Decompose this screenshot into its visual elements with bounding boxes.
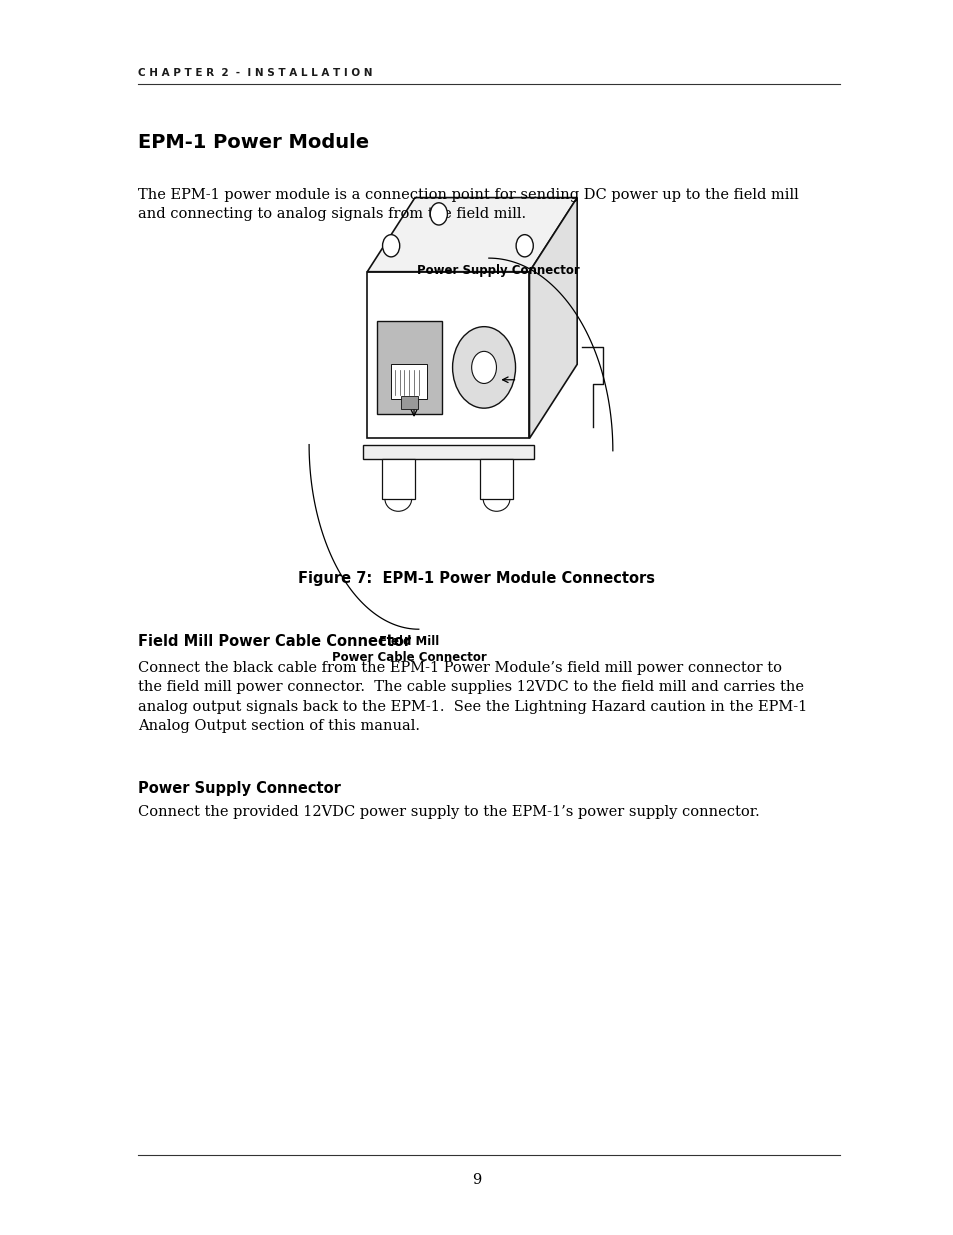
FancyBboxPatch shape	[367, 272, 529, 438]
Text: Field Mill
Power Cable Connector: Field Mill Power Cable Connector	[332, 636, 486, 664]
FancyBboxPatch shape	[479, 459, 513, 499]
FancyBboxPatch shape	[362, 445, 534, 459]
FancyBboxPatch shape	[391, 364, 427, 399]
Circle shape	[516, 235, 533, 257]
Text: Connect the black cable from the EPM-1 Power Module’s field mill power connector: Connect the black cable from the EPM-1 P…	[138, 661, 807, 734]
Circle shape	[471, 352, 496, 383]
Text: The EPM-1 power module is a connection point for sending DC power up to the fiel: The EPM-1 power module is a connection p…	[138, 188, 799, 221]
Text: 9: 9	[472, 1173, 481, 1187]
Circle shape	[430, 203, 447, 225]
Polygon shape	[529, 198, 577, 438]
Circle shape	[382, 235, 399, 257]
Text: Power Supply Connector: Power Supply Connector	[138, 781, 341, 795]
Text: Power Supply Connector: Power Supply Connector	[416, 264, 579, 278]
FancyBboxPatch shape	[381, 459, 415, 499]
Polygon shape	[367, 198, 577, 272]
Text: Connect the provided 12VDC power supply to the EPM-1’s power supply connector.: Connect the provided 12VDC power supply …	[138, 805, 760, 819]
FancyBboxPatch shape	[400, 396, 417, 409]
Text: Field Mill Power Cable Connector: Field Mill Power Cable Connector	[138, 634, 411, 648]
Text: C H A P T E R  2  -  I N S T A L L A T I O N: C H A P T E R 2 - I N S T A L L A T I O …	[138, 68, 373, 78]
Text: EPM-1 Power Module: EPM-1 Power Module	[138, 133, 369, 152]
FancyBboxPatch shape	[376, 321, 441, 414]
Circle shape	[452, 327, 515, 408]
Text: Figure 7:  EPM-1 Power Module Connectors: Figure 7: EPM-1 Power Module Connectors	[298, 571, 655, 585]
